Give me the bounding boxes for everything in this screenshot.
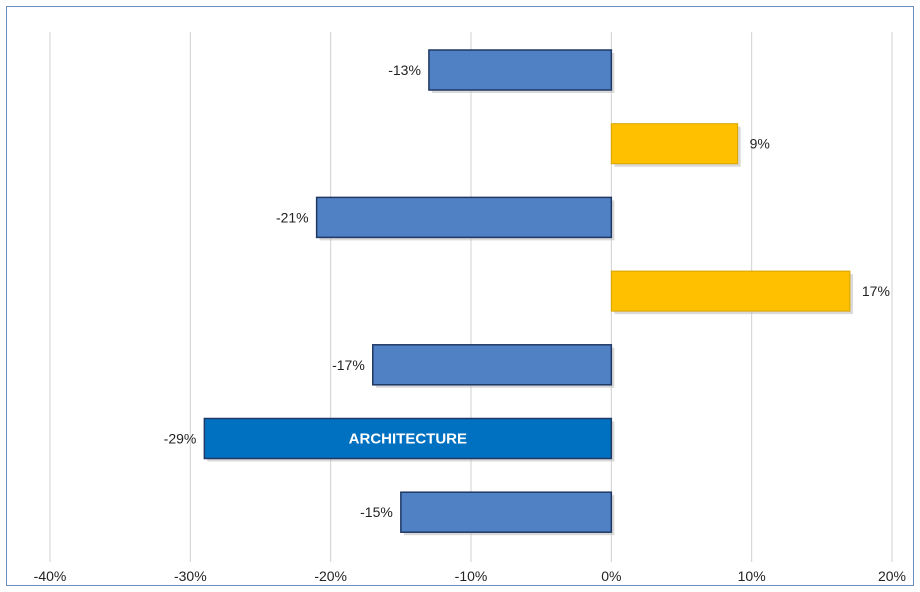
bar-annotation: ARCHITECTURE [349, 431, 467, 448]
bar-value-label: -17% [332, 357, 365, 373]
bar-value-label: 9% [750, 136, 770, 152]
bar [400, 491, 613, 533]
x-tick-label: 20% [878, 568, 906, 584]
bar-value-label: -29% [164, 431, 197, 447]
bar [203, 417, 613, 460]
bar [428, 49, 613, 91]
bar [315, 196, 613, 239]
bar-value-label: -13% [388, 62, 421, 78]
x-tick-label: -20% [314, 568, 347, 584]
bar [372, 344, 613, 386]
x-tick-label: -10% [455, 568, 488, 584]
bar [610, 123, 739, 165]
x-tick-label: 0% [601, 568, 621, 584]
x-tick-label: -30% [174, 568, 207, 584]
x-tick-label: -40% [34, 568, 67, 584]
x-axis-tick-labels: -40% -30% -20% -10% 0% 10% 20% [34, 568, 906, 584]
bar-value-label: 17% [862, 283, 890, 299]
bars: -13% 9% -21% 17% -17% -29% ARCHITECTURE -15% [164, 49, 890, 536]
bar-value-label: -21% [276, 209, 309, 225]
bar-value-label: -15% [360, 504, 393, 520]
x-tick-label: 10% [738, 568, 766, 584]
bar [610, 270, 851, 312]
